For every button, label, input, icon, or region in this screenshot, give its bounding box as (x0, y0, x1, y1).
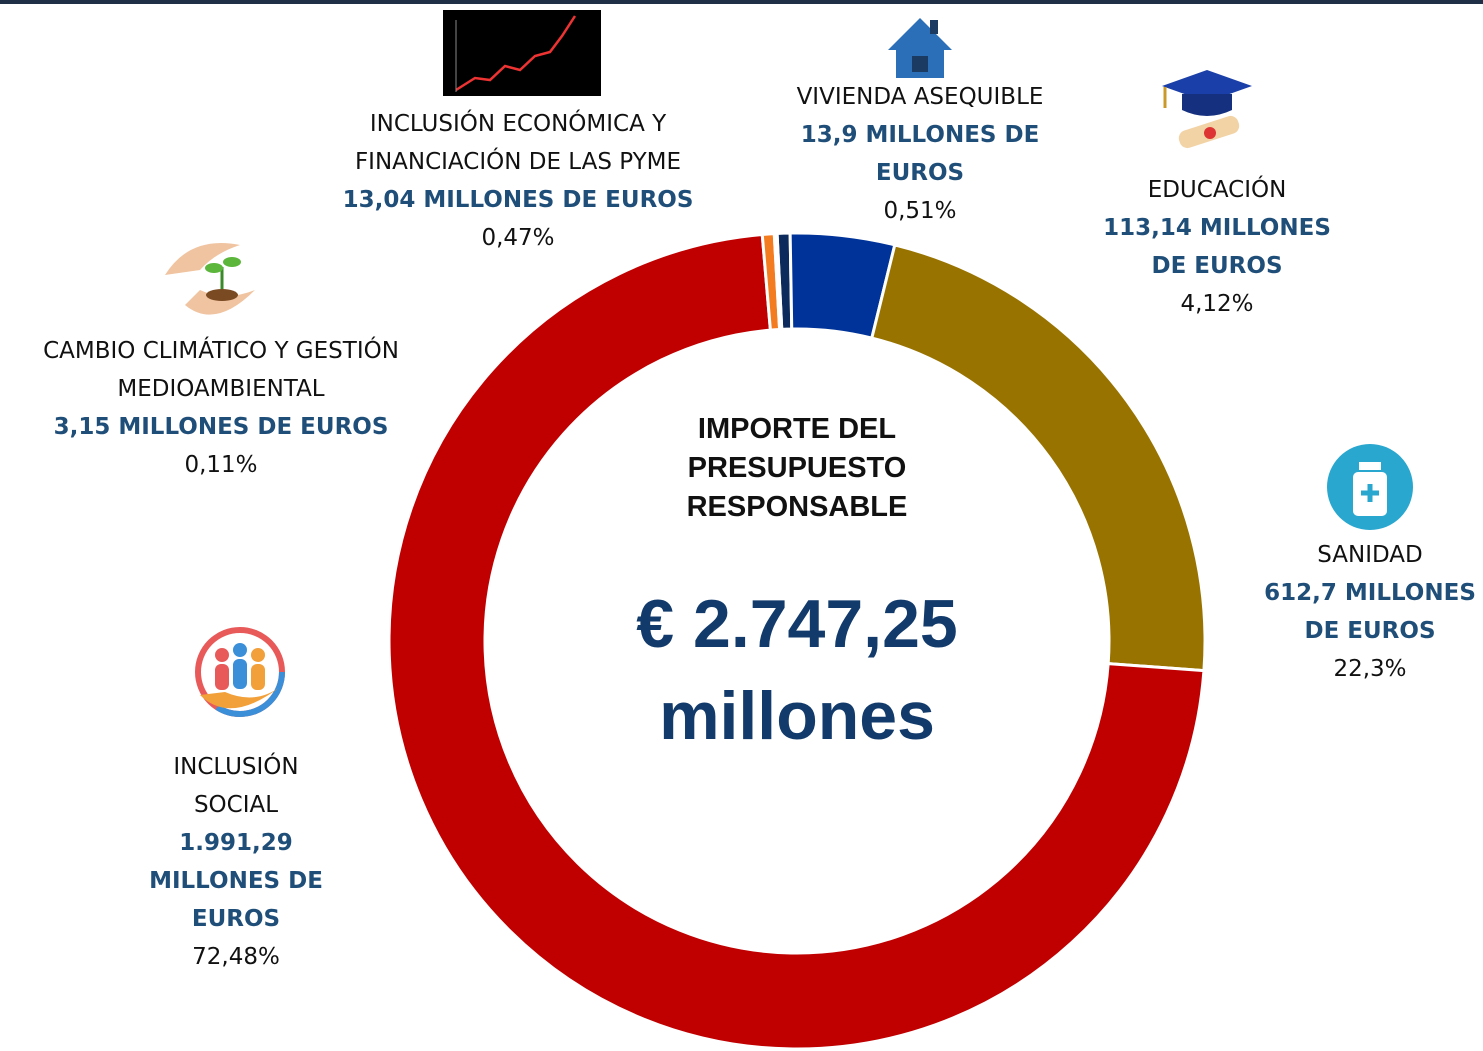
value-label: 22,3% (1333, 656, 1407, 682)
amount-label: 113,14 MILLONES DE EUROS (1103, 215, 1331, 279)
category-name: INCLUSIÓN ECONÓMICA Y FINANCIACIÓN DE LA… (354, 111, 682, 175)
slice-label: INCLUSIÓN SOCIAL 1.991,29 MILLONES DE EUR… (131, 748, 341, 976)
amount-label: 3,15 MILLONES DE EUROS (53, 414, 389, 440)
category-name: CAMBIO CLIMÁTICO Y GESTIÓN MEDIOAMBIENTA… (43, 338, 399, 402)
icon-graduation (1162, 70, 1252, 149)
top-bar (0, 0, 1483, 4)
category-name: EDUCACIÓN (1147, 177, 1287, 203)
category-name: SANIDAD (1317, 542, 1423, 568)
icon-social (195, 627, 285, 717)
center-total: € 2.747,25 millones (636, 586, 958, 754)
slice-label: VIVIENDA ASEQUIBLE 13,9 MILLONES DE EUROS… (770, 78, 1070, 230)
icon-chart (443, 10, 601, 96)
value-label: 0,47% (481, 225, 555, 251)
amount-label: 1.991,29 MILLONES DE EUROS (149, 830, 323, 932)
slice-label: CAMBIO CLIMÁTICO Y GESTIÓN MEDIOAMBIENTA… (6, 332, 436, 484)
value-label: 72,48% (192, 944, 280, 970)
value-label: 4,12% (1180, 291, 1254, 317)
slice-label: SANIDAD 612,7 MILLONES DE EUROS 22,3% (1255, 536, 1483, 688)
slice-label: EDUCACIÓN 113,14 MILLONES DE EUROS 4,12% (1087, 171, 1347, 323)
amount-label: 612,7 MILLONES DE EUROS (1264, 580, 1476, 644)
category-name: INCLUSIÓN SOCIAL (173, 754, 299, 818)
icon-plant (165, 243, 255, 315)
icon-house (888, 18, 952, 78)
amount-label: 13,9 MILLONES DE EUROS (800, 122, 1040, 186)
category-name: VIVIENDA ASEQUIBLE (796, 84, 1044, 110)
slice-label: INCLUSIÓN ECONÓMICA Y FINANCIACIÓN DE LA… (318, 105, 718, 257)
icon-bottle (1327, 444, 1413, 530)
value-label: 0,51% (883, 198, 957, 224)
center-title: IMPORTE DEL PRESUPUESTO RESPONSABLE (686, 413, 908, 523)
donut-slice (772, 231, 784, 332)
value-label: 0,11% (184, 452, 258, 478)
donut-slice (387, 232, 1206, 1051)
amount-label: 13,04 MILLONES DE EUROS (342, 187, 694, 213)
